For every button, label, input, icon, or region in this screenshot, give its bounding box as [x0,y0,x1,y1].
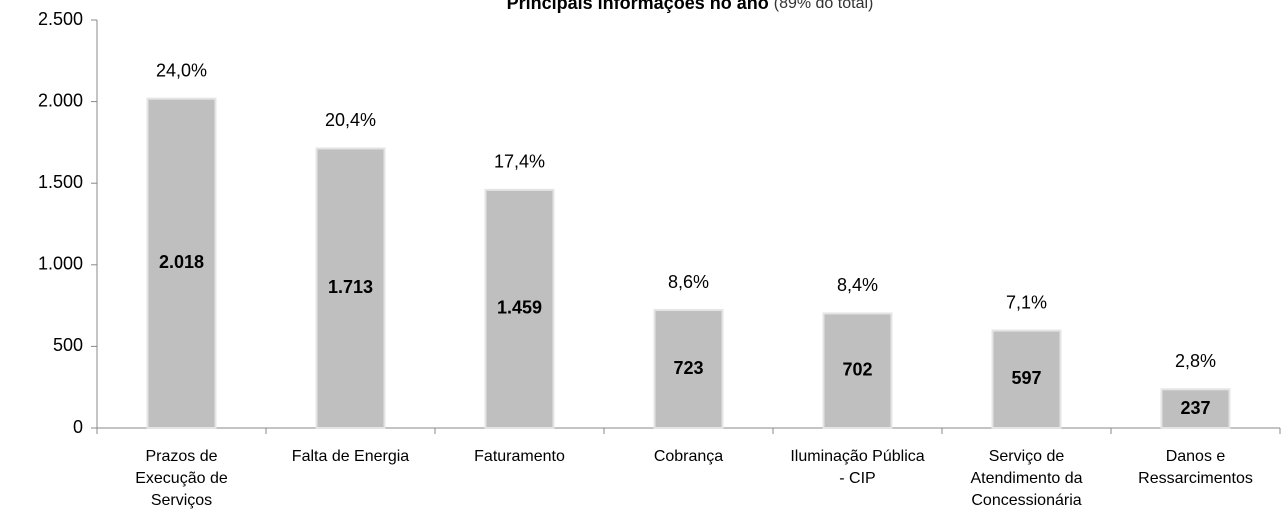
share-label: 17,4% [494,152,545,172]
y-tick-label: 2.500 [38,9,83,29]
y-tick-label: 2.000 [38,90,83,110]
bar [315,147,386,430]
bar [991,329,1062,430]
bar [146,97,217,429]
bar [653,309,724,430]
y-tick-label: 500 [53,335,83,355]
x-tick-label: Serviço de Atendimento da Concessionária [970,448,1083,509]
chart-title: Principais informações no ano (89% do to… [507,0,874,13]
bar [822,312,893,429]
share-label: 8,4% [837,275,878,295]
x-tick-label: Falta de Energia [291,448,410,465]
y-tick-label: 0 [73,417,83,437]
share-label: 8,6% [668,272,709,292]
bar [1160,388,1231,429]
share-label: 2,8% [1175,351,1216,371]
share-label: 20,4% [325,110,376,130]
share-label: 7,1% [1006,292,1047,312]
value-label: 1.713 [328,277,373,297]
x-tick-label: Cobrança [653,448,724,465]
value-label: 1.459 [497,298,542,318]
share-label: 24,0% [156,60,207,80]
value-label: 2.018 [159,252,204,272]
bar [484,188,555,429]
value-label: 237 [1180,398,1210,418]
value-label: 723 [673,358,703,378]
x-tick-label: Danos e Ressarcimentos [1138,448,1253,487]
x-tick-label: Faturamento [474,448,565,465]
title: Principais informações no ano [507,0,769,13]
y-tick-label: 1.500 [38,172,83,192]
y-tick-label: 1.000 [38,254,83,274]
value-label: 702 [842,359,872,379]
x-tick-label: Iluminação Pública - CIP [790,448,925,487]
subtitle: (89% do total) [774,0,874,12]
value-label: 597 [1011,368,1041,388]
x-tick-label: Prazos de Execução de Serviços [135,448,228,509]
